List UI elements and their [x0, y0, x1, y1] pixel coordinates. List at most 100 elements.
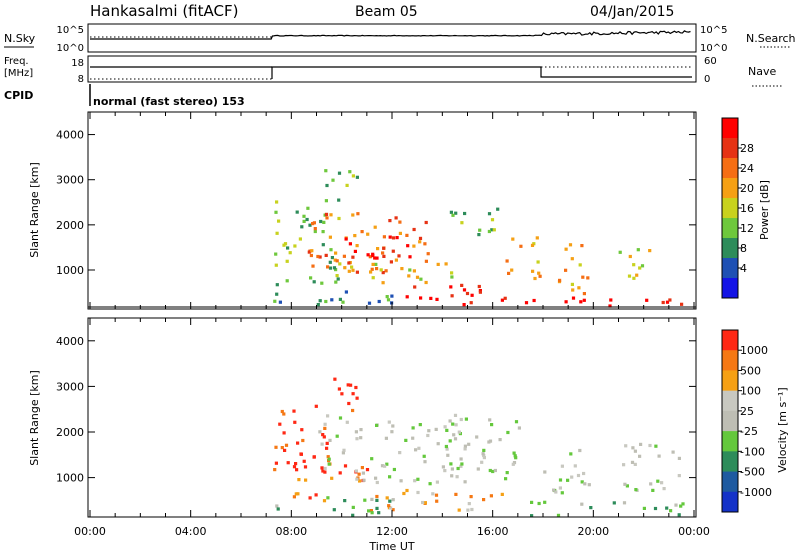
heatmap-cell [275, 292, 279, 296]
heatmap-cell [638, 266, 642, 270]
heatmap-cell [384, 269, 388, 273]
heatmap-cell [469, 301, 473, 305]
heatmap-cell [456, 466, 460, 471]
heatmap-cell [405, 295, 409, 299]
noise-right-tick-top: 10^5 [700, 25, 727, 36]
freq-tick-bottom: 8 [78, 74, 84, 85]
heatmap-cell [490, 218, 495, 222]
noise-left-tick-bottom: 10^0 [57, 43, 84, 54]
heatmap-cell [275, 504, 279, 508]
heatmap-cell [295, 210, 299, 214]
heatmap-cell [375, 498, 379, 502]
heatmap-cell [371, 262, 375, 266]
heatmap-cell [450, 275, 454, 279]
colorbar-tick-label: 8 [740, 242, 747, 255]
colorbar-swatch [722, 390, 738, 412]
heatmap-cell [412, 244, 416, 248]
heatmap-cell [293, 244, 297, 248]
heatmap-cell [326, 265, 330, 269]
heatmap-cell [280, 409, 284, 414]
heatmap-cell [460, 462, 464, 466]
noise-left-tick-top: 10^5 [57, 25, 84, 36]
heatmap-cell [326, 455, 330, 459]
heatmap-cell [608, 304, 612, 308]
heatmap-cell [375, 494, 379, 499]
heatmap-cell [533, 276, 537, 281]
heatmap-cell [446, 453, 450, 457]
heatmap-cell [538, 274, 542, 278]
heatmap-cell [370, 511, 374, 515]
heatmap-cell [305, 217, 309, 222]
colorbar-swatch [722, 350, 738, 371]
heatmap-cell [343, 464, 348, 468]
heatmap-cell [418, 240, 422, 244]
heatmap-cell [325, 183, 329, 188]
heatmap-cell [273, 468, 277, 472]
heatmap-cell [662, 487, 666, 491]
colorbar-swatch [722, 218, 738, 239]
heatmap-cell [558, 478, 563, 482]
heatmap-cell [334, 251, 338, 255]
heatmap-cell [632, 263, 636, 267]
heatmap-cell [622, 463, 626, 467]
colorbar-tick-label: 4 [740, 262, 747, 275]
heatmap-cell [454, 492, 458, 496]
heatmap-cell [337, 171, 342, 175]
colorbar-swatch [722, 491, 738, 513]
heatmap-cell [416, 490, 420, 495]
freq-series-line [271, 66, 692, 79]
heatmap-cell [311, 264, 315, 268]
heatmap-cell [282, 412, 286, 416]
heatmap-cell [389, 260, 393, 264]
heatmap-cell [448, 439, 452, 443]
heatmap-cell [320, 466, 324, 470]
heatmap-cell [360, 230, 364, 234]
heatmap-cell [390, 294, 394, 298]
heatmap-cell [385, 496, 389, 500]
heatmap-cell [320, 442, 324, 446]
heatmap-cell [344, 290, 348, 294]
nsky-series-line [90, 30, 691, 40]
heatmap-cell [580, 480, 584, 484]
heatmap-cell [669, 509, 673, 513]
heatmap-cell [653, 506, 658, 511]
heatmap-cell [375, 267, 379, 271]
heatmap-cell [366, 232, 370, 236]
heatmap-cell [558, 486, 562, 490]
heatmap-cell [379, 268, 383, 272]
heatmap-cell [359, 428, 363, 432]
x-tick-label: 00:00 [678, 525, 710, 538]
heatmap-cell [408, 255, 412, 259]
heatmap-cell [491, 469, 495, 474]
heatmap-cell [277, 219, 281, 223]
heatmap-cell [507, 271, 511, 275]
heatmap-cell [453, 413, 458, 417]
heatmap-cell [313, 229, 317, 234]
freq-label-1: Freq. [4, 56, 29, 67]
heatmap-cell [566, 478, 570, 482]
freq-tick-top: 18 [71, 58, 84, 69]
heatmap-cell [286, 461, 290, 465]
y-tick-label: 2000 [56, 219, 84, 232]
heatmap-cell [504, 477, 508, 481]
heatmap-cell [365, 468, 370, 472]
heatmap-cell [355, 270, 359, 274]
heatmap-cell [431, 492, 435, 496]
heatmap-cell [459, 417, 463, 422]
heatmap-cell [580, 502, 584, 506]
colorbar-swatch [722, 158, 738, 179]
heatmap-cell [323, 470, 327, 474]
heatmap-cell [560, 464, 564, 468]
heatmap-cell [457, 508, 461, 512]
heatmap-cell [639, 442, 643, 446]
heatmap-cell [347, 401, 351, 406]
heatmap-cell [586, 276, 590, 280]
heatmap-cell [462, 288, 467, 292]
colorbar-tick-label: 1000 [740, 344, 768, 357]
heatmap-cell [282, 431, 286, 435]
heatmap-cell [367, 509, 371, 513]
heatmap-cell [424, 280, 428, 285]
heatmap-cell [353, 234, 357, 238]
heatmap-cell [370, 267, 374, 271]
y-tick-label: 2000 [56, 426, 84, 439]
